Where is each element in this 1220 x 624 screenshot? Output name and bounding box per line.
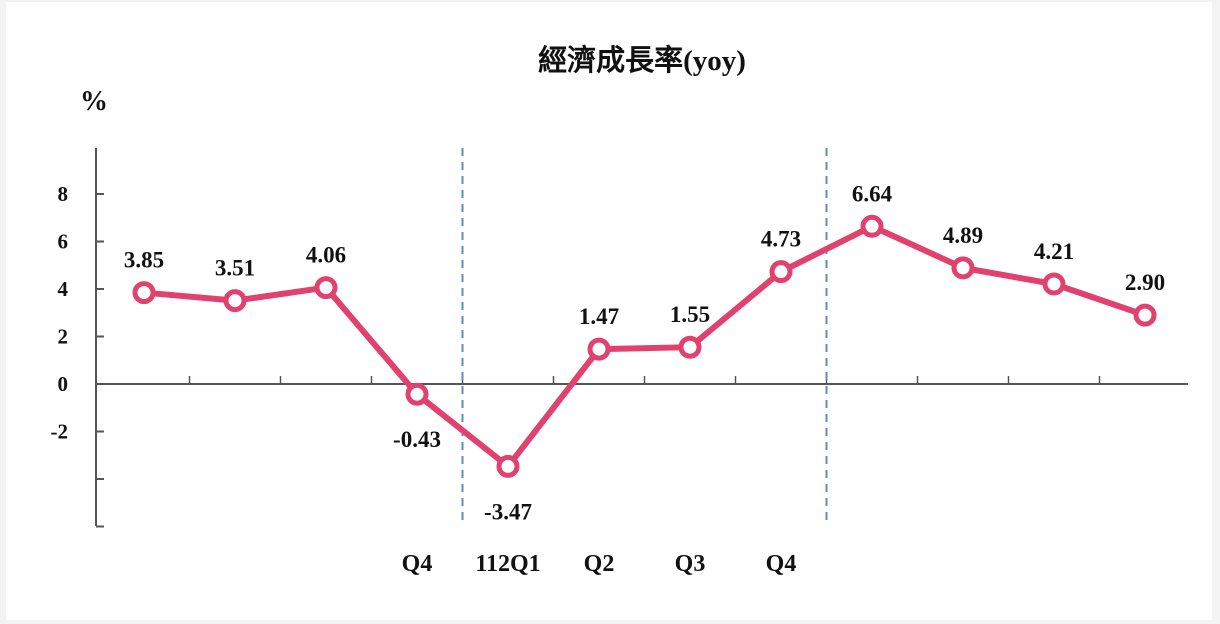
- data-point: [223, 289, 247, 313]
- x-tick-label: 112Q1: [475, 551, 540, 577]
- y-tick-label: 0: [58, 372, 69, 396]
- data-label: 1.55: [670, 302, 710, 327]
- data-point: [769, 260, 793, 284]
- y-tick-label: -2: [51, 420, 69, 444]
- y-unit-label: %: [80, 86, 108, 117]
- series-line: [143, 223, 1146, 470]
- x-tick-label: Q4: [402, 551, 433, 577]
- x-tick-label: Q2: [584, 551, 615, 577]
- y-tick-label: 2: [58, 325, 69, 349]
- data-point: [1133, 303, 1157, 327]
- data-label: 1.47: [579, 304, 619, 329]
- data-label: 4.06: [306, 243, 346, 268]
- data-label: -3.47: [484, 499, 532, 524]
- y-tick-label: 8: [58, 182, 69, 206]
- data-point: [496, 454, 520, 478]
- chart-title: 經濟成長率(yoy): [538, 43, 746, 77]
- data-point: [405, 382, 429, 406]
- series-group: 3.85 3.51 4.06 -0.43 -3.47 1.47 1.55 4.73 6.64 4.…: [124, 181, 1165, 524]
- data-label: 6.64: [852, 181, 893, 206]
- data-point: [860, 214, 884, 238]
- axes: 8 6 4 2 0 -2 Q4 112Q1 Q2 Q3 Q4: [51, 148, 1188, 577]
- x-tick-label: Q3: [675, 551, 706, 577]
- data-point: [1042, 272, 1066, 296]
- data-point: [678, 335, 702, 359]
- data-label: -0.43: [393, 427, 441, 452]
- y-tick-label: 6: [58, 230, 69, 254]
- data-point: [132, 281, 156, 305]
- y-tick-label: 4: [58, 277, 69, 301]
- data-label: 3.51: [215, 256, 255, 281]
- x-tick-label: Q4: [766, 551, 797, 577]
- data-label: 2.90: [1125, 270, 1165, 295]
- data-point: [587, 337, 611, 361]
- data-label: 4.73: [761, 227, 801, 252]
- data-label: 3.85: [124, 248, 164, 273]
- data-label: 4.21: [1034, 239, 1074, 264]
- period-separators: [461, 148, 828, 522]
- chart-frame: 經濟成長率(yoy) % 8 6 4 2 0 -2 Q4 112Q1 Q2 Q3 Q4 3.85 3.…: [6, 2, 1212, 620]
- data-point: [951, 256, 975, 280]
- data-label: 4.89: [943, 223, 983, 248]
- data-point: [314, 276, 338, 300]
